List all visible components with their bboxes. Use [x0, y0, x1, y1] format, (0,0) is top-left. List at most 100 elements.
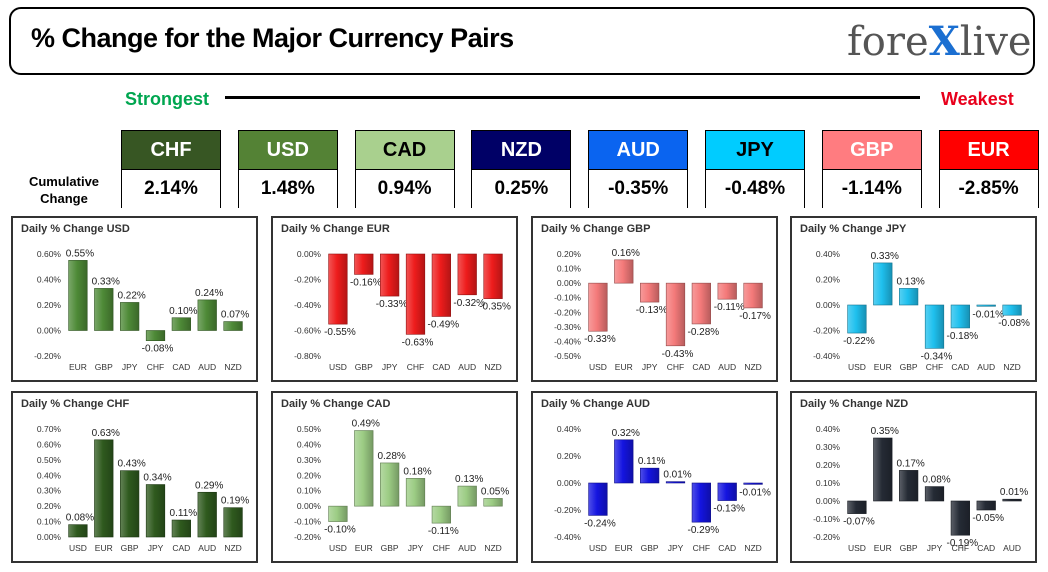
- data-label: -0.22%: [843, 336, 875, 347]
- y-tick-label: -0.40%: [294, 300, 321, 310]
- data-label: -0.34%: [921, 351, 953, 362]
- bar-cad: [691, 282, 711, 325]
- bar-nzd: [743, 282, 763, 309]
- currency-box-jpy: JPY -0.48%: [705, 130, 805, 208]
- bar-aud: [717, 282, 737, 300]
- chart-title: Daily % Change USD: [21, 223, 130, 235]
- x-tick-label: CAD: [977, 543, 995, 553]
- x-tick-label: JPY: [122, 362, 138, 372]
- data-label: -0.24%: [584, 518, 616, 529]
- data-label: -0.08%: [998, 318, 1030, 329]
- bar-cad: [976, 500, 996, 511]
- y-tick-label: -0.20%: [813, 532, 840, 542]
- x-tick-label: USD: [329, 543, 347, 553]
- x-tick-label: NZD: [744, 362, 761, 372]
- chart-svg: -0.20%-0.10%0.00%0.10%0.20%0.30%0.40%0.5…: [294, 419, 509, 553]
- x-tick-label: AUD: [977, 362, 995, 372]
- chart-svg: -0.20% -0.10% 0.00% 0.10% 0.20% 0.30% 0.40% -0.…: [813, 424, 1028, 553]
- chart-svg: -0.20% 0.00% 0.20% 0.40% 0.60% 0.55% EUR 0.33% G…: [34, 248, 249, 372]
- x-tick-label: NZD: [484, 362, 501, 372]
- y-tick-label: -0.20%: [554, 307, 581, 317]
- currency-code: AUD: [589, 131, 688, 169]
- x-tick-label: CHF: [433, 543, 450, 553]
- cumulative-change-value: -0.35%: [589, 169, 688, 208]
- bar-eur: [873, 262, 893, 306]
- x-tick-label: AUD: [1003, 543, 1021, 553]
- data-label: -0.01%: [972, 309, 1004, 320]
- bar-jpy: [380, 253, 400, 297]
- data-label: -0.63%: [402, 337, 434, 348]
- bar-usd: [328, 505, 348, 522]
- y-tick-label: 0.20%: [816, 275, 841, 285]
- data-label: -0.08%: [142, 344, 174, 355]
- bar-aud: [197, 491, 217, 538]
- chart-svg: 0.00% 0.10% 0.20% 0.30% 0.40% 0.50% 0.60% 0.70%…: [37, 424, 249, 553]
- bar-nzd: [1002, 304, 1022, 316]
- cumulative-change-value: 0.25%: [472, 169, 571, 208]
- data-label: 0.32%: [612, 428, 640, 439]
- y-tick-label: -0.40%: [813, 351, 840, 361]
- data-label: 0.16%: [612, 248, 640, 259]
- data-label: 0.11%: [638, 456, 666, 467]
- chart-title: Daily % Change NZD: [800, 398, 909, 410]
- y-tick-label: -0.20%: [294, 275, 321, 285]
- currency-code: JPY: [706, 131, 804, 169]
- data-label: -0.17%: [739, 311, 771, 322]
- x-tick-label: EUR: [615, 543, 633, 553]
- chart-title: Daily % Change CAD: [281, 398, 391, 410]
- y-tick-label: 0.20%: [557, 249, 582, 259]
- bar-usd: [68, 524, 88, 538]
- x-tick-label: CAD: [172, 543, 190, 553]
- data-label: 0.13%: [896, 276, 924, 287]
- y-tick-label: 0.00%: [297, 501, 322, 511]
- y-tick-label: -0.40%: [554, 532, 581, 542]
- data-label: 0.17%: [896, 458, 924, 469]
- y-tick-label: 0.50%: [37, 455, 62, 465]
- currency-box-aud: AUD -0.35%: [588, 130, 689, 208]
- x-tick-label: CAD: [692, 362, 710, 372]
- data-label: 0.22%: [117, 290, 145, 301]
- bar-cad: [950, 304, 970, 329]
- x-tick-label: CHF: [926, 362, 943, 372]
- data-label: -0.07%: [843, 517, 875, 528]
- bar-chf: [950, 500, 970, 536]
- x-tick-label: JPY: [927, 543, 943, 553]
- x-tick-label: EUR: [69, 362, 87, 372]
- data-label: -0.32%: [453, 298, 485, 309]
- y-tick-label: 0.70%: [37, 424, 62, 434]
- data-label: -0.16%: [350, 277, 382, 288]
- y-tick-label: 0.00%: [37, 532, 62, 542]
- strongest-label: Strongest: [125, 89, 210, 109]
- x-tick-label: CAD: [951, 362, 969, 372]
- y-tick-label: 0.10%: [37, 517, 62, 527]
- bar-eur: [354, 430, 374, 507]
- x-tick-label: EUR: [95, 543, 113, 553]
- x-tick-label: GBP: [900, 543, 918, 553]
- y-tick-label: 0.40%: [816, 249, 841, 259]
- logo-text-left: fore: [847, 19, 929, 65]
- y-tick-label: -0.60%: [294, 326, 321, 336]
- bar-cad: [717, 482, 737, 501]
- data-label: 0.18%: [403, 466, 431, 477]
- data-label: -0.33%: [376, 299, 408, 310]
- currency-code: EUR: [939, 131, 1038, 169]
- bar-jpy: [405, 478, 426, 507]
- bar-aud: [976, 304, 996, 307]
- data-label: -0.11%: [428, 526, 459, 537]
- chart-panel-7: Daily % Change AUD -0.40% -0.20% 0.00% 0.20%…: [531, 391, 778, 563]
- y-tick-label: 0.00%: [816, 300, 841, 310]
- y-tick-label: 0.30%: [37, 486, 62, 496]
- x-tick-label: JPY: [408, 543, 424, 553]
- y-tick-label: 0.40%: [297, 439, 322, 449]
- chart-panel-1: Daily % Change USD -0.20% 0.00% 0.20% 0.40% 0…: [11, 216, 258, 382]
- x-tick-label: USD: [589, 543, 607, 553]
- chart-title: Daily % Change GBP: [541, 223, 651, 235]
- bar-jpy: [665, 481, 686, 484]
- y-tick-label: 0.40%: [816, 424, 841, 434]
- bar-usd: [328, 253, 348, 325]
- bar-eur: [614, 439, 634, 484]
- y-tick-label: 0.30%: [816, 442, 841, 452]
- y-tick-label: -0.30%: [554, 322, 581, 332]
- bar-aud: [457, 485, 477, 507]
- data-label: -0.11%: [714, 302, 745, 313]
